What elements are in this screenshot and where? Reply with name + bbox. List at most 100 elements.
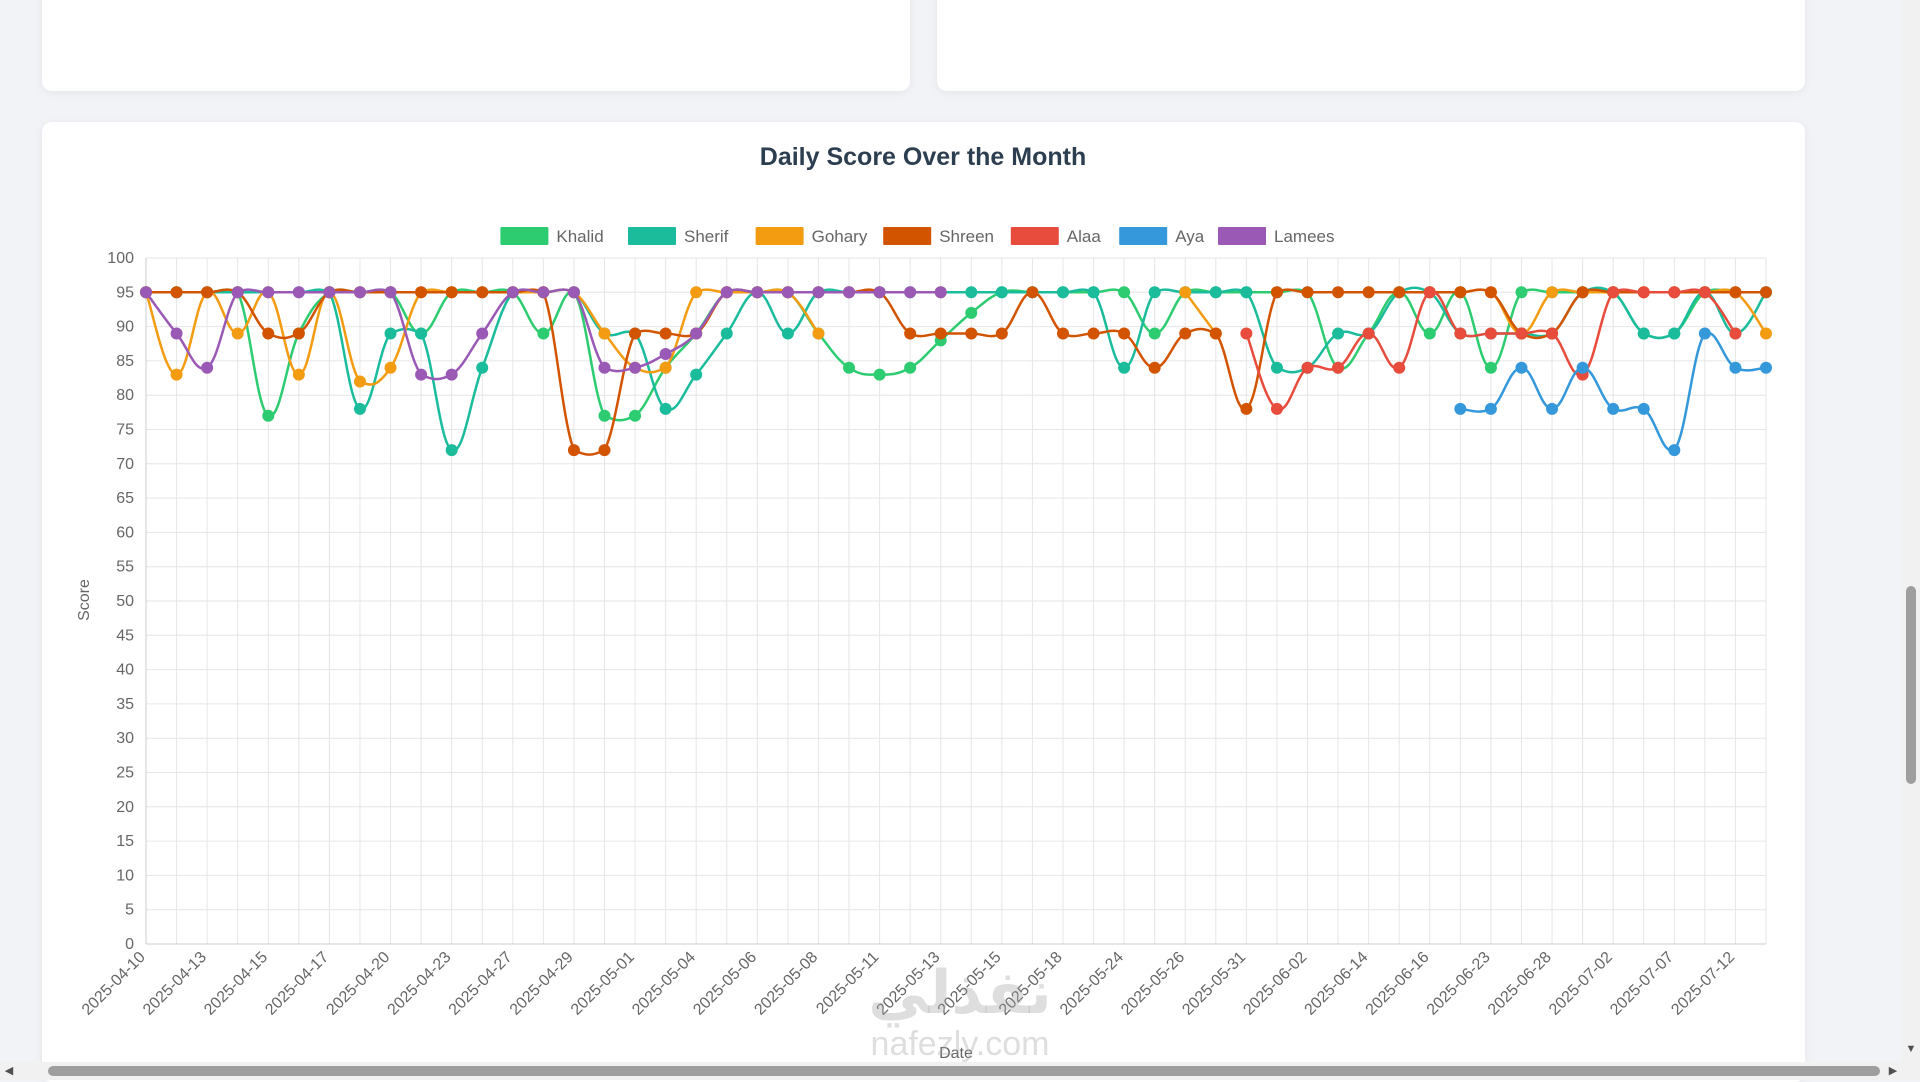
data-point-alaa	[1270, 402, 1283, 415]
data-point-gohary	[690, 286, 703, 299]
data-point-sherif	[476, 361, 489, 374]
y-tick-label: 30	[116, 730, 134, 747]
data-point-gohary	[1546, 286, 1559, 299]
data-point-sherif	[1087, 286, 1100, 299]
y-tick-label: 80	[116, 387, 134, 404]
data-point-alaa	[1362, 327, 1375, 340]
data-point-khalid	[629, 409, 642, 422]
data-point-lamees	[720, 286, 733, 299]
data-point-alaa	[1484, 327, 1497, 340]
y-tick-label: 70	[116, 456, 134, 473]
data-point-sherif	[1240, 286, 1253, 299]
data-point-gohary	[598, 327, 611, 340]
data-point-khalid	[965, 306, 978, 319]
horizontal-scrollbar[interactable]: ◀ ▶	[0, 1062, 1920, 1080]
data-point-lamees	[476, 327, 489, 340]
x-tick-label: 2025-05-11	[813, 949, 882, 1018]
data-point-shreen	[262, 327, 275, 340]
data-point-lamees	[262, 286, 275, 299]
vertical-scrollbar-thumb[interactable]	[1906, 586, 1916, 784]
data-point-gohary	[384, 361, 397, 374]
legend-swatch-lamees	[1218, 227, 1266, 245]
data-point-alaa	[1332, 361, 1345, 374]
data-point-shreen	[659, 327, 672, 340]
data-point-sherif	[995, 286, 1008, 299]
x-tick-label: 2025-04-13	[140, 949, 210, 1019]
data-point-lamees	[934, 286, 947, 299]
x-tick-label: 2025-06-28	[1485, 949, 1555, 1019]
data-point-sherif	[1668, 327, 1681, 340]
legend-label-lamees: Lamees	[1274, 227, 1334, 246]
data-point-lamees	[506, 286, 519, 299]
horizontal-scrollbar-thumb[interactable]	[48, 1066, 1880, 1076]
y-tick-label: 90	[116, 319, 134, 336]
x-tick-label: 2025-04-15	[201, 949, 271, 1019]
legend-label-shreen: Shreen	[939, 227, 994, 246]
data-point-sherif	[690, 368, 703, 381]
data-point-alaa	[1607, 286, 1620, 299]
data-point-aya	[1515, 361, 1528, 374]
data-point-aya	[1668, 444, 1681, 457]
data-point-lamees	[353, 286, 366, 299]
chart-grid: 0 5 10 15 20 25 30 35 40 45 50 55 60 65 70 75 80 85 90 95 10…	[79, 250, 1767, 1019]
data-point-alaa	[1546, 327, 1559, 340]
data-point-shreen	[1179, 327, 1192, 340]
data-point-shreen	[1026, 286, 1039, 299]
data-point-aya	[1729, 361, 1742, 374]
data-point-alaa	[1393, 361, 1406, 374]
legend-label-gohary: Gohary	[812, 227, 868, 246]
x-tick-label: 2025-05-26	[1118, 949, 1188, 1019]
x-tick-label: 2025-05-01	[568, 949, 638, 1019]
y-tick-label: 50	[116, 593, 134, 610]
x-tick-label: 2025-04-27	[446, 949, 516, 1019]
data-point-sherif	[1637, 327, 1650, 340]
data-point-sherif	[353, 402, 366, 415]
scroll-left-arrow-icon[interactable]: ◀	[4, 1065, 14, 1077]
data-point-lamees	[629, 361, 642, 374]
legend-label-khalid: Khalid	[556, 227, 603, 246]
data-point-gohary	[1179, 286, 1192, 299]
legend-label-aya: Aya	[1175, 227, 1205, 246]
data-point-lamees	[201, 361, 214, 374]
data-point-shreen	[598, 444, 611, 457]
x-tick-label: 2025-05-31	[1179, 949, 1249, 1019]
y-tick-label: 45	[116, 627, 134, 644]
x-tick-label: 2025-06-23	[1424, 949, 1494, 1019]
y-tick-label: 20	[116, 799, 134, 816]
data-point-sherif	[1056, 286, 1069, 299]
data-point-sherif	[965, 286, 978, 299]
data-point-shreen	[629, 327, 642, 340]
scroll-right-arrow-icon[interactable]: ▶	[1888, 1065, 1898, 1077]
top-left-card	[42, 0, 910, 91]
data-point-lamees	[812, 286, 825, 299]
data-point-lamees	[873, 286, 886, 299]
data-point-shreen	[567, 444, 580, 457]
data-point-alaa	[1729, 327, 1742, 340]
x-tick-label: 2025-05-18	[996, 949, 1066, 1019]
x-tick-label: 2025-06-02	[1240, 949, 1310, 1019]
data-point-lamees	[292, 286, 305, 299]
data-point-alaa	[1423, 286, 1436, 299]
data-point-lamees	[170, 327, 183, 340]
y-tick-label: 65	[116, 490, 134, 507]
data-point-aya	[1698, 327, 1711, 340]
data-point-sherif	[1209, 286, 1222, 299]
data-point-shreen	[201, 286, 214, 299]
data-point-lamees	[751, 286, 764, 299]
data-point-aya	[1576, 361, 1589, 374]
data-point-shreen	[965, 327, 978, 340]
y-tick-label: 85	[116, 353, 134, 370]
x-tick-label: 2025-07-12	[1668, 949, 1738, 1019]
data-point-sherif	[720, 327, 733, 340]
data-point-khalid	[904, 361, 917, 374]
legend-swatch-gohary	[755, 227, 804, 245]
scroll-down-arrow-icon[interactable]: ▼	[1905, 1043, 1917, 1055]
data-point-alaa	[1698, 286, 1711, 299]
data-point-sherif	[1148, 286, 1161, 299]
data-point-sherif	[384, 327, 397, 340]
vertical-scrollbar[interactable]: ▼	[1902, 0, 1920, 1062]
data-point-shreen	[170, 286, 183, 299]
data-point-alaa	[1240, 327, 1253, 340]
data-point-lamees	[904, 286, 917, 299]
x-tick-label: 2025-05-24	[1057, 949, 1127, 1019]
